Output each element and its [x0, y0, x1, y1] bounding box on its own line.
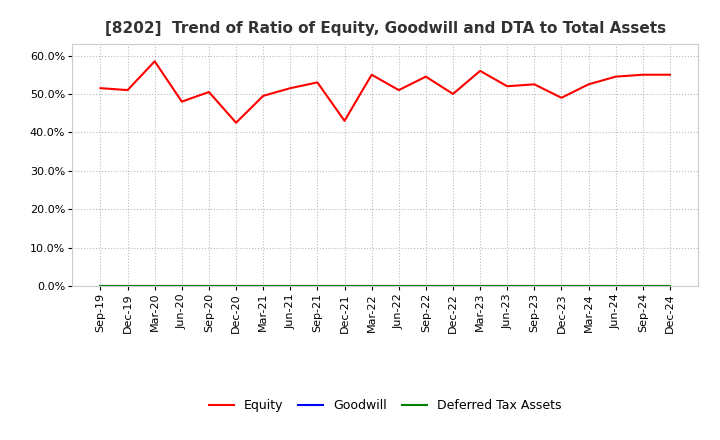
Deferred Tax Assets — [341, 283, 349, 289]
Goodwill — [421, 283, 430, 289]
Equity — [421, 74, 430, 79]
Deferred Tax Assets — [665, 283, 674, 289]
Goodwill — [449, 283, 457, 289]
Equity — [259, 93, 268, 99]
Equity — [313, 80, 322, 85]
Goodwill — [611, 283, 620, 289]
Equity — [395, 88, 403, 93]
Deferred Tax Assets — [204, 283, 213, 289]
Deferred Tax Assets — [530, 283, 539, 289]
Equity — [530, 82, 539, 87]
Deferred Tax Assets — [367, 283, 376, 289]
Line: Equity: Equity — [101, 61, 670, 123]
Deferred Tax Assets — [449, 283, 457, 289]
Goodwill — [476, 283, 485, 289]
Deferred Tax Assets — [503, 283, 511, 289]
Equity — [476, 68, 485, 73]
Legend: Equity, Goodwill, Deferred Tax Assets: Equity, Goodwill, Deferred Tax Assets — [204, 394, 567, 417]
Deferred Tax Assets — [178, 283, 186, 289]
Goodwill — [557, 283, 566, 289]
Equity — [584, 82, 593, 87]
Title: [8202]  Trend of Ratio of Equity, Goodwill and DTA to Total Assets: [8202] Trend of Ratio of Equity, Goodwil… — [104, 21, 666, 36]
Equity — [665, 72, 674, 77]
Goodwill — [395, 283, 403, 289]
Deferred Tax Assets — [395, 283, 403, 289]
Deferred Tax Assets — [259, 283, 268, 289]
Goodwill — [178, 283, 186, 289]
Equity — [341, 118, 349, 124]
Goodwill — [367, 283, 376, 289]
Goodwill — [665, 283, 674, 289]
Goodwill — [584, 283, 593, 289]
Equity — [123, 88, 132, 93]
Goodwill — [232, 283, 240, 289]
Equity — [367, 72, 376, 77]
Goodwill — [204, 283, 213, 289]
Equity — [503, 84, 511, 89]
Deferred Tax Assets — [150, 283, 159, 289]
Equity — [639, 72, 647, 77]
Deferred Tax Assets — [123, 283, 132, 289]
Deferred Tax Assets — [313, 283, 322, 289]
Goodwill — [96, 283, 105, 289]
Goodwill — [530, 283, 539, 289]
Deferred Tax Assets — [96, 283, 105, 289]
Deferred Tax Assets — [421, 283, 430, 289]
Equity — [557, 95, 566, 100]
Deferred Tax Assets — [584, 283, 593, 289]
Equity — [611, 74, 620, 79]
Equity — [178, 99, 186, 104]
Deferred Tax Assets — [476, 283, 485, 289]
Deferred Tax Assets — [232, 283, 240, 289]
Goodwill — [123, 283, 132, 289]
Goodwill — [286, 283, 294, 289]
Goodwill — [150, 283, 159, 289]
Equity — [150, 59, 159, 64]
Equity — [449, 91, 457, 96]
Equity — [232, 120, 240, 125]
Goodwill — [639, 283, 647, 289]
Goodwill — [259, 283, 268, 289]
Equity — [204, 89, 213, 95]
Goodwill — [341, 283, 349, 289]
Deferred Tax Assets — [639, 283, 647, 289]
Deferred Tax Assets — [286, 283, 294, 289]
Goodwill — [503, 283, 511, 289]
Equity — [96, 85, 105, 91]
Deferred Tax Assets — [557, 283, 566, 289]
Equity — [286, 85, 294, 91]
Deferred Tax Assets — [611, 283, 620, 289]
Goodwill — [313, 283, 322, 289]
